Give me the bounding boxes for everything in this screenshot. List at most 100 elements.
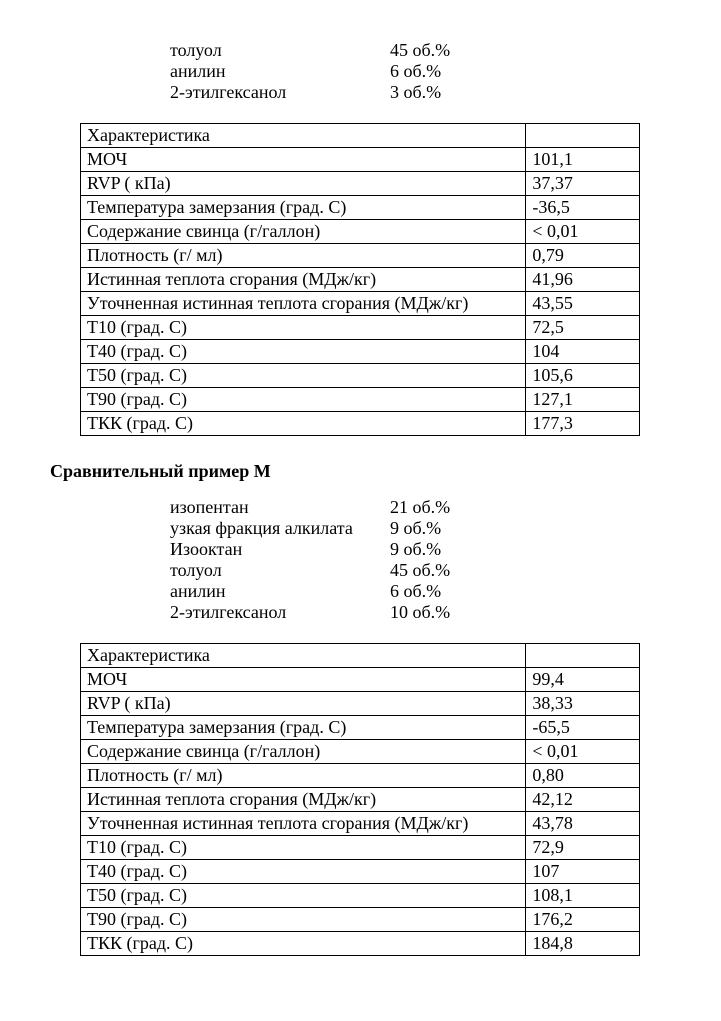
composition-label: 2-этилгексанол: [170, 602, 390, 623]
composition-value: 45 об.%: [390, 40, 510, 61]
table-row: Плотность (г/ мл)0,79: [81, 244, 640, 268]
table-row: Истинная теплота сгорания (МДж/кг)41,96: [81, 268, 640, 292]
characteristics-table-2: Характеристика МОЧ99,4RVP ( кПа)38,33Тем…: [80, 643, 640, 956]
composition-label: узкая фракция алкилата: [170, 518, 390, 539]
composition-row: узкая фракция алкилата9 об.%: [170, 518, 671, 539]
characteristic-label: Уточненная истинная теплота сгорания (МД…: [81, 292, 526, 316]
table-row: Содержание свинца (г/галлон)< 0,01: [81, 740, 640, 764]
characteristics-table-1: Характеристика МОЧ101,1RVP ( кПа)37,37Те…: [80, 123, 640, 436]
table-row: Содержание свинца (г/галлон)< 0,01: [81, 220, 640, 244]
composition-row: 2-этилгексанол3 об.%: [170, 82, 671, 103]
characteristic-value: 42,12: [526, 788, 640, 812]
characteristic-value: 101,1: [526, 148, 640, 172]
characteristic-label: МОЧ: [81, 148, 526, 172]
table-row: Т90 (град. С)127,1: [81, 388, 640, 412]
characteristic-label: Истинная теплота сгорания (МДж/кг): [81, 788, 526, 812]
composition-row: Изооктан9 об.%: [170, 539, 671, 560]
table-header-label: Характеристика: [81, 644, 526, 668]
characteristic-value: 0,80: [526, 764, 640, 788]
composition-value: 9 об.%: [390, 518, 510, 539]
table-row: ТКК (град. С)177,3: [81, 412, 640, 436]
table-row: Уточненная истинная теплота сгорания (МД…: [81, 292, 640, 316]
composition-value: 21 об.%: [390, 497, 510, 518]
table-row: МОЧ101,1: [81, 148, 640, 172]
characteristic-value: 105,6: [526, 364, 640, 388]
composition-label: анилин: [170, 61, 390, 82]
characteristic-label: RVP ( кПа): [81, 172, 526, 196]
table-header-value: [526, 644, 640, 668]
characteristic-label: ТКК (град. С): [81, 932, 526, 956]
composition-value: 6 об.%: [390, 581, 510, 602]
composition-label: Изооктан: [170, 539, 390, 560]
characteristic-label: Т40 (град. С): [81, 340, 526, 364]
characteristic-label: Т10 (град. С): [81, 836, 526, 860]
characteristic-value: 176,2: [526, 908, 640, 932]
composition-label: анилин: [170, 581, 390, 602]
table-row: Температура замерзания (град. С)-36,5: [81, 196, 640, 220]
characteristic-value: 108,1: [526, 884, 640, 908]
characteristic-label: Содержание свинца (г/галлон): [81, 740, 526, 764]
table-row: Т50 (град. С)108,1: [81, 884, 640, 908]
characteristic-label: Содержание свинца (г/галлон): [81, 220, 526, 244]
table-row: RVP ( кПа)38,33: [81, 692, 640, 716]
composition-label: изопентан: [170, 497, 390, 518]
characteristic-label: Плотность (г/ мл): [81, 244, 526, 268]
table-row: МОЧ99,4: [81, 668, 640, 692]
characteristic-value: 177,3: [526, 412, 640, 436]
composition-row: 2-этилгексанол10 об.%: [170, 602, 671, 623]
table-row: Истинная теплота сгорания (МДж/кг)42,12: [81, 788, 640, 812]
characteristic-value: 99,4: [526, 668, 640, 692]
composition-list-1: толуол45 об.%анилин6 об.%2-этилгексанол3…: [170, 40, 671, 103]
characteristic-value: 38,33: [526, 692, 640, 716]
characteristic-value: < 0,01: [526, 220, 640, 244]
characteristic-value: 127,1: [526, 388, 640, 412]
characteristic-value: -36,5: [526, 196, 640, 220]
characteristic-value: 104: [526, 340, 640, 364]
table-row: Т10 (град. С)72,9: [81, 836, 640, 860]
characteristic-value: 37,37: [526, 172, 640, 196]
table-row: Т40 (град. С)107: [81, 860, 640, 884]
composition-label: 2-этилгексанол: [170, 82, 390, 103]
characteristic-value: < 0,01: [526, 740, 640, 764]
table-header-value: [526, 124, 640, 148]
characteristic-label: Температура замерзания (град. С): [81, 196, 526, 220]
characteristic-label: ТКК (град. С): [81, 412, 526, 436]
characteristic-label: Т40 (град. С): [81, 860, 526, 884]
characteristic-label: Уточненная истинная теплота сгорания (МД…: [81, 812, 526, 836]
characteristic-label: Истинная теплота сгорания (МДж/кг): [81, 268, 526, 292]
composition-list-2: изопентан21 об.%узкая фракция алкилата9 …: [170, 497, 671, 623]
table-row: Уточненная истинная теплота сгорания (МД…: [81, 812, 640, 836]
composition-value: 6 об.%: [390, 61, 510, 82]
characteristic-value: 41,96: [526, 268, 640, 292]
table-row: Т90 (град. С)176,2: [81, 908, 640, 932]
composition-value: 45 об.%: [390, 560, 510, 581]
table-row: Температура замерзания (град. С)-65,5: [81, 716, 640, 740]
table-row: Т10 (град. С)72,5: [81, 316, 640, 340]
characteristic-value: 107: [526, 860, 640, 884]
characteristic-label: Т10 (град. С): [81, 316, 526, 340]
composition-row: толуол45 об.%: [170, 560, 671, 581]
characteristic-label: МОЧ: [81, 668, 526, 692]
table-row: ТКК (град. С)184,8: [81, 932, 640, 956]
characteristic-label: Т90 (град. С): [81, 388, 526, 412]
composition-row: толуол45 об.%: [170, 40, 671, 61]
table-row: RVP ( кПа)37,37: [81, 172, 640, 196]
characteristic-label: RVP ( кПа): [81, 692, 526, 716]
characteristic-label: Т50 (град. С): [81, 884, 526, 908]
characteristic-label: Плотность (г/ мл): [81, 764, 526, 788]
composition-row: анилин6 об.%: [170, 61, 671, 82]
characteristic-value: 184,8: [526, 932, 640, 956]
table-row: Т50 (град. С)105,6: [81, 364, 640, 388]
composition-row: анилин6 об.%: [170, 581, 671, 602]
characteristic-label: Температура замерзания (град. С): [81, 716, 526, 740]
table-row: Т40 (град. С)104: [81, 340, 640, 364]
characteristic-value: 43,55: [526, 292, 640, 316]
characteristic-label: Т50 (град. С): [81, 364, 526, 388]
composition-label: толуол: [170, 40, 390, 61]
table-header-label: Характеристика: [81, 124, 526, 148]
composition-label: толуол: [170, 560, 390, 581]
composition-value: 9 об.%: [390, 539, 510, 560]
characteristic-value: -65,5: [526, 716, 640, 740]
characteristic-value: 0,79: [526, 244, 640, 268]
characteristic-value: 72,5: [526, 316, 640, 340]
